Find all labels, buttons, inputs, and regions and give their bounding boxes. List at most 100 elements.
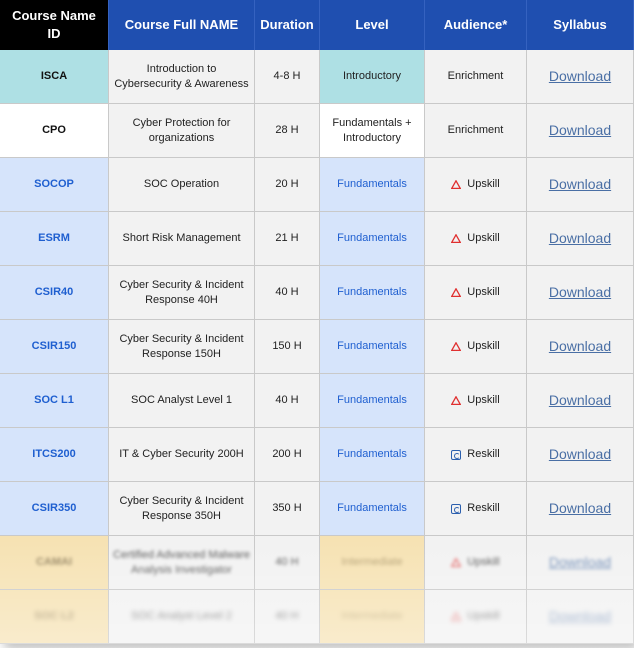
course-full-name: IT & Cyber Security 200H [109, 428, 255, 482]
course-id: CAMAI [0, 536, 109, 590]
audience-label: Upskill [467, 556, 500, 569]
course-audience: Upskill [425, 536, 527, 590]
course-id: SOC L1 [0, 374, 109, 428]
course-duration: 40 H [255, 536, 320, 590]
warning-triangle-icon [451, 180, 462, 189]
syllabus-cell: Download [527, 50, 634, 104]
download-link[interactable]: Download [548, 230, 612, 247]
course-duration-text: 40 H [275, 556, 299, 569]
download-link[interactable]: Download [548, 68, 612, 85]
audience-label: Enrichment [447, 70, 504, 83]
course-level: Fundamentals [320, 374, 425, 428]
course-level: Intermediate [320, 590, 425, 644]
header-duration: Duration [255, 0, 320, 50]
course-duration: 200 H [255, 428, 320, 482]
course-id: SOC L2 [0, 590, 109, 644]
course-audience: Upskill [425, 320, 527, 374]
course-id-text: CAMAI [35, 556, 73, 569]
audience-label: Reskill [467, 448, 500, 461]
reskill-icon [451, 503, 462, 514]
course-level-text: Intermediate [341, 556, 403, 569]
header-syllabus: Syllabus [527, 0, 634, 50]
course-id-text: SOC L2 [34, 610, 74, 623]
header-level: Level [320, 0, 425, 50]
course-full-name: Cyber Protection for organizations [109, 104, 255, 158]
course-id: CSIR150 [0, 320, 109, 374]
course-full-name: Cyber Security & Incident Response 40H [109, 266, 255, 320]
warning-triangle-icon [451, 342, 462, 351]
download-link[interactable]: Download [548, 176, 612, 193]
audience-label: Upskill [467, 394, 500, 407]
audience-label: Upskill [467, 340, 500, 353]
syllabus-cell: Download [527, 374, 634, 428]
course-id: CPO [0, 104, 109, 158]
header-audience: Audience* [425, 0, 527, 50]
warning-triangle-icon [451, 234, 462, 243]
course-level: Fundamentals [320, 212, 425, 266]
audience-label: Upskill [467, 610, 500, 623]
course-audience: Enrichment [425, 104, 527, 158]
warning-triangle-icon [451, 288, 462, 297]
syllabus-cell: Download [527, 320, 634, 374]
course-duration: 21 H [255, 212, 320, 266]
syllabus-cell: Download [527, 104, 634, 158]
audience-label: Upskill [467, 178, 500, 191]
download-link[interactable]: Download [548, 284, 612, 301]
course-audience: Upskill [425, 158, 527, 212]
course-id: CSIR350 [0, 482, 109, 536]
syllabus-cell: Download [527, 212, 634, 266]
reskill-icon [451, 449, 462, 460]
course-id: ITCS200 [0, 428, 109, 482]
course-level: Fundamentals + Introductory [320, 104, 425, 158]
course-duration: 150 H [255, 320, 320, 374]
course-audience: Reskill [425, 428, 527, 482]
course-level: Fundamentals [320, 158, 425, 212]
course-duration: 20 H [255, 158, 320, 212]
audience-label: Enrichment [447, 124, 504, 137]
course-full-name: Certified Advanced Malware Analysis Inve… [109, 536, 255, 590]
download-link[interactable]: Download [548, 122, 612, 139]
course-duration: 350 H [255, 482, 320, 536]
course-level: Fundamentals [320, 428, 425, 482]
audience-label: Reskill [467, 502, 500, 515]
download-link[interactable]: Download [548, 446, 612, 463]
syllabus-cell: Download [527, 482, 634, 536]
syllabus-cell: Download [527, 536, 634, 590]
course-duration: 40 H [255, 590, 320, 644]
audience-label: Upskill [467, 232, 500, 245]
course-id: CSIR40 [0, 266, 109, 320]
course-id: ISCA [0, 50, 109, 104]
course-full-name: SOC Operation [109, 158, 255, 212]
course-audience: Reskill [425, 482, 527, 536]
warning-triangle-icon [451, 612, 462, 621]
syllabus-cell: Download [527, 428, 634, 482]
course-full-name: Short Risk Management [109, 212, 255, 266]
course-level: Fundamentals [320, 320, 425, 374]
course-duration-text: 40 H [275, 610, 299, 623]
download-link[interactable]: Download [548, 392, 612, 409]
course-id: ESRM [0, 212, 109, 266]
header-course-id: Course Name ID [0, 0, 109, 50]
download-link[interactable]: Download [548, 554, 612, 571]
warning-triangle-icon [451, 396, 462, 405]
syllabus-cell: Download [527, 266, 634, 320]
course-full-name-text: SOC Analyst Level 2 [131, 610, 232, 623]
course-full-name: Cyber Security & Incident Response 150H [109, 320, 255, 374]
download-link[interactable]: Download [548, 608, 612, 625]
course-level: Fundamentals [320, 482, 425, 536]
course-duration: 4-8 H [255, 50, 320, 104]
header-course-name: Course Full NAME [109, 0, 255, 50]
course-duration: 28 H [255, 104, 320, 158]
course-audience: Upskill [425, 590, 527, 644]
course-full-name-text: Certified Advanced Malware Analysis Inve… [113, 548, 250, 576]
course-duration: 40 H [255, 374, 320, 428]
download-link[interactable]: Download [548, 338, 612, 355]
course-level: Fundamentals [320, 266, 425, 320]
course-id: SOCOP [0, 158, 109, 212]
download-link[interactable]: Download [548, 500, 612, 517]
course-audience: Upskill [425, 266, 527, 320]
course-full-name: SOC Analyst Level 1 [109, 374, 255, 428]
course-audience: Upskill [425, 212, 527, 266]
course-audience: Upskill [425, 374, 527, 428]
